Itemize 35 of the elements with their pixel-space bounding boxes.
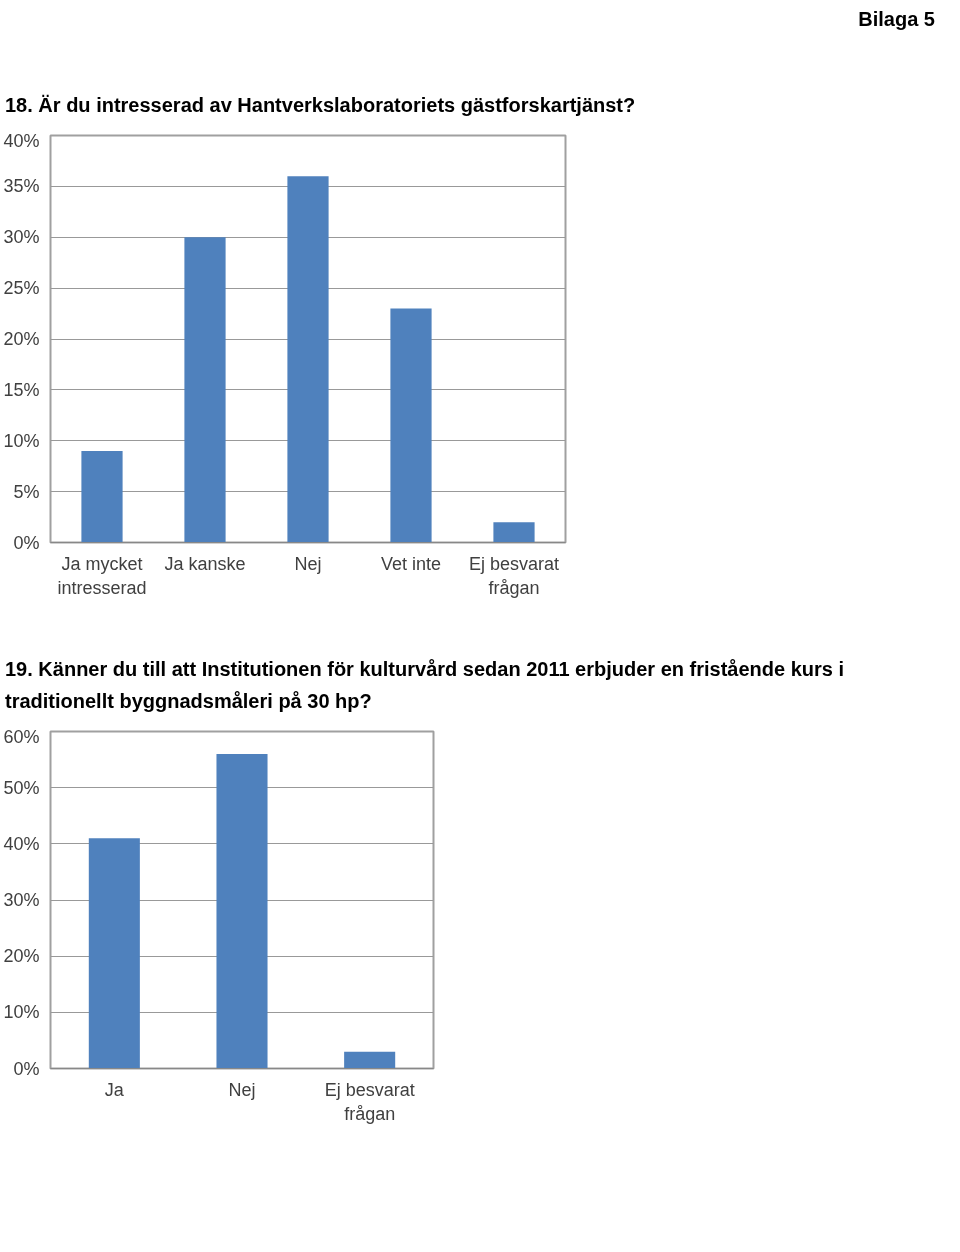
y-tick-label: 40%: [3, 833, 40, 854]
y-tick-label: 60%: [3, 726, 40, 747]
y-tick-label: 20%: [3, 329, 40, 349]
bar: [81, 450, 123, 543]
y-tick-label: 10%: [3, 1002, 40, 1023]
x-tick-label: Ej besvarat frågan: [324, 1079, 415, 1124]
y-tick-label: 35%: [3, 176, 40, 197]
y-tick-label: 0%: [13, 1058, 40, 1079]
bar: [88, 838, 140, 1069]
y-tick-label: 15%: [3, 379, 40, 400]
y-tick-label: 10%: [3, 430, 40, 451]
bar: [493, 522, 535, 543]
bar: [344, 1051, 396, 1069]
y-tick-label: 5%: [13, 481, 40, 502]
text: Bilaga 5: [858, 7, 935, 32]
x-tick-label: Nej: [294, 553, 322, 574]
y-tick-label: 20%: [3, 946, 40, 967]
y-tick-label: 40%: [3, 130, 40, 151]
y-tick-label: 25%: [3, 278, 40, 299]
x-tick-label: Ej besvarat frågan: [468, 553, 560, 598]
x-tick-label: Ja mycket intresserad: [57, 553, 147, 598]
x-tick-label: Ja kanske: [164, 553, 246, 574]
chart-title: 18. Är du intresserad av Hantverkslaboratoriets gästforskartjänst?: [5, 93, 636, 118]
bar: [287, 176, 329, 543]
chart-title: 19. Känner du till att Institutionen för kulturvård sedan 2011 erbjuder en fristående kurs i traditionellt byggnadsmåleri på 30 hp?: [5, 657, 846, 714]
bar: [184, 237, 226, 543]
bar: [216, 753, 268, 1069]
y-tick-label: 50%: [3, 777, 40, 798]
x-tick-label: Vet inte: [380, 553, 442, 574]
y-tick-label: 30%: [3, 890, 40, 910]
bar: [390, 308, 432, 543]
x-tick-label: Ja: [104, 1079, 125, 1100]
x-tick-label: Nej: [228, 1079, 256, 1100]
y-tick-label: 0%: [13, 532, 40, 553]
y-tick-label: 30%: [3, 227, 40, 248]
